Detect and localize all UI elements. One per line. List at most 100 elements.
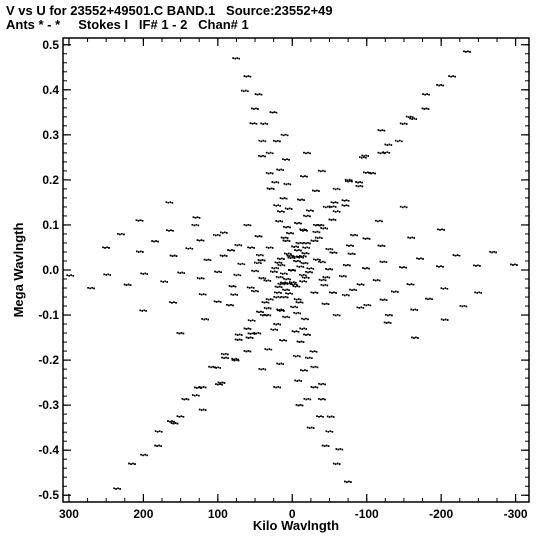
data-point-374 [312,230,321,234]
data-point-588 [293,260,301,263]
data-point-508 [269,111,278,114]
chart-subtitle: Ants * - * Stokes I IF# 1 - 2 Chan# 1 [6,17,249,32]
data-point-481 [310,386,319,389]
data-point-401 [245,336,254,339]
data-point-86 [322,276,331,279]
data-point-110 [349,288,357,291]
data-point-172 [325,248,334,251]
data-point-498 [286,254,295,257]
data-point-24 [510,263,518,266]
data-point-151 [274,261,283,264]
data-point-484 [254,93,263,96]
data-point-230 [299,280,307,283]
data-point-179 [176,332,185,335]
data-point-18 [399,266,407,269]
data-point-530 [282,158,290,161]
data-point-355 [213,366,221,369]
data-point-25 [66,274,74,277]
data-point-42 [379,260,388,263]
y-axis-label: Mega Wavlngth [11,223,26,318]
data-point-251 [295,242,304,245]
data-point-485 [321,444,330,447]
y-tick-label: -0.5 [38,488,59,502]
data-point-139 [139,309,147,312]
y-tick-label: 0.2 [42,173,59,187]
y-tick-label: 0.1 [42,218,59,232]
data-point-303 [208,365,216,369]
data-point-574 [312,189,320,192]
data-point-177 [201,318,209,321]
data-point-569 [282,288,290,291]
data-point-237 [243,224,252,227]
data-point-433 [344,480,352,483]
data-point-131 [258,277,267,280]
data-point-43 [196,277,205,280]
data-point-454 [258,139,267,143]
data-point-173 [251,290,259,293]
tick-labels: 300 200 100 0 -100 -200 -300 0.5 0.4 0.3 0.2 0.1 0.0… [38,38,528,521]
data-point-46 [452,254,461,257]
data-point-231 [277,257,285,260]
data-point-159 [165,201,174,204]
data-point-69 [169,254,178,257]
y-tick-label: 0.3 [42,128,59,142]
data-point-428 [249,122,258,125]
data-point-458 [243,75,252,78]
data-point-405 [217,381,226,384]
data-point-174 [350,234,358,237]
data-point-358 [405,115,414,118]
data-point-478 [271,181,280,184]
data-point-154 [356,306,365,309]
chart-title: V vs U for 23552+49501.C BAND.1 Source:2… [6,3,333,18]
data-point-21 [140,272,148,275]
data-point-575 [264,348,273,351]
data-point-570 [300,229,308,232]
data-point-404 [359,156,367,159]
data-point-373 [280,281,288,284]
data-point-275 [221,353,229,356]
data-point-136 [407,236,415,239]
data-point-332 [399,122,408,125]
data-point-354 [363,171,371,174]
data-point-396 [302,246,310,249]
data-point-576 [318,169,326,173]
data-point-158 [411,336,419,339]
data-point-157 [192,216,201,219]
data-point-328 [355,181,363,184]
data-point-276 [382,151,391,154]
data-point-457 [325,430,334,433]
data-point-327 [243,327,252,330]
data-point-420 [284,252,292,255]
data-point-573 [270,328,278,331]
data-point-553 [276,362,284,365]
data-point-592 [313,224,321,227]
data-point-273 [247,319,256,322]
data-point-72 [474,291,482,294]
data-point-589 [283,278,291,281]
data-point-397 [274,291,282,294]
data-point-430 [241,89,249,92]
data-point-153 [247,246,255,249]
data-point-549 [282,315,290,319]
x-tick-label: 100 [208,507,228,521]
data-point-279 [167,420,175,423]
data-point-88 [356,283,365,286]
data-point-381 [215,383,223,386]
data-point-532 [280,133,289,137]
x-tick-label: -300 [504,507,528,521]
data-point-210 [296,265,305,268]
data-point-474 [282,239,291,242]
data-point-211 [280,272,288,275]
data-point-571 [276,308,284,311]
data-point-40 [343,264,351,267]
data-point-70 [440,287,449,290]
data-point-501 [293,312,301,315]
data-point-15 [251,269,259,273]
data-point-175 [226,304,234,307]
data-point-522 [287,256,296,259]
data-point-449 [295,301,304,304]
x-tick-label: -200 [429,507,453,521]
data-point-217 [230,293,238,296]
data-point-483 [316,415,324,418]
data-point-213 [263,279,272,282]
